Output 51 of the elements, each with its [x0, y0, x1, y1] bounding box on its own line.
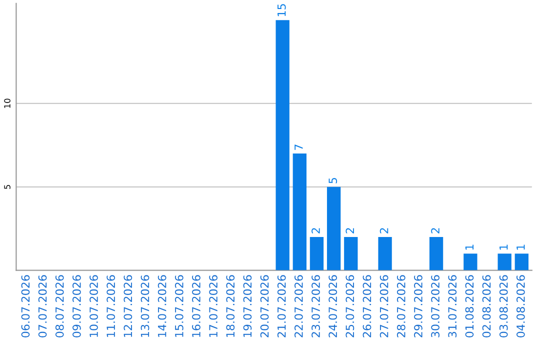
x-tick-label: 07.07.2026 — [38, 275, 47, 338]
data-label: 5 — [328, 178, 338, 184]
x-tick-label: 09.07.2026 — [72, 275, 81, 338]
x-tick-label: 17.07.2026 — [209, 275, 218, 337]
bar — [292, 154, 306, 270]
x-tick-label: 20.07.2026 — [260, 275, 269, 338]
x-tick-label: 08.07.2026 — [55, 275, 64, 338]
x-tick-label: 19.07.2026 — [243, 275, 252, 337]
data-label: 2 — [346, 228, 354, 234]
x-tick-label: 24.07.2026 — [328, 275, 338, 338]
y-tick-label: 10 — [4, 98, 10, 108]
bar — [276, 20, 290, 270]
x-tick-label: 22.07.2026 — [294, 275, 303, 338]
x-tick-label: 06.07.2026 — [21, 275, 30, 338]
bar — [464, 254, 478, 270]
x-tick-label: 03.08.2026 — [499, 275, 508, 338]
x-tick-label: 04.08.2026 — [516, 275, 525, 338]
x-tick-label: 13.07.2026 — [140, 275, 150, 337]
bar — [498, 254, 512, 270]
x-tick-label: 21.07.2026 — [277, 275, 286, 338]
x-tick-label: 02.08.2026 — [482, 275, 491, 338]
x-tick-label: 10.07.2026 — [90, 275, 98, 337]
data-label: 2 — [312, 228, 320, 234]
bar — [310, 236, 324, 270]
x-tick-label: 11.07.2026 — [106, 275, 116, 337]
x-tick-label: 18.07.2026 — [226, 275, 235, 337]
x-tick-label: 26.07.2026 — [362, 275, 372, 338]
x-tick-label: 12.07.2026 — [124, 275, 132, 337]
bar — [378, 236, 392, 270]
data-label: 1 — [516, 244, 525, 250]
x-tick-label: 16.07.2026 — [192, 275, 200, 337]
x-tick-label: 14.07.2026 — [158, 275, 166, 337]
x-tick-label: 27.07.2026 — [380, 275, 388, 338]
x-tick-label: 15.07.2026 — [174, 275, 184, 337]
data-label: 15 — [278, 4, 286, 16]
bar — [429, 236, 444, 270]
x-tick-label: 23.07.2026 — [312, 275, 320, 338]
data-label: 2 — [380, 228, 388, 234]
x-tick-label: 30.07.2026 — [431, 275, 440, 338]
x-tick-label: 31.07.2026 — [448, 275, 457, 338]
data-label: 1 — [500, 244, 508, 250]
x-tick-label: 25.07.2026 — [346, 275, 354, 338]
bar — [326, 186, 341, 270]
x-tick-label: 29.07.2026 — [414, 275, 422, 338]
bar — [514, 254, 528, 270]
data-label: 2 — [431, 228, 440, 234]
bar — [344, 236, 358, 270]
x-tick-label: 01.08.2026 — [465, 275, 474, 338]
data-label: 1 — [465, 244, 474, 250]
data-label: 7 — [294, 144, 303, 150]
x-tick-label: 28.07.2026 — [396, 275, 406, 338]
